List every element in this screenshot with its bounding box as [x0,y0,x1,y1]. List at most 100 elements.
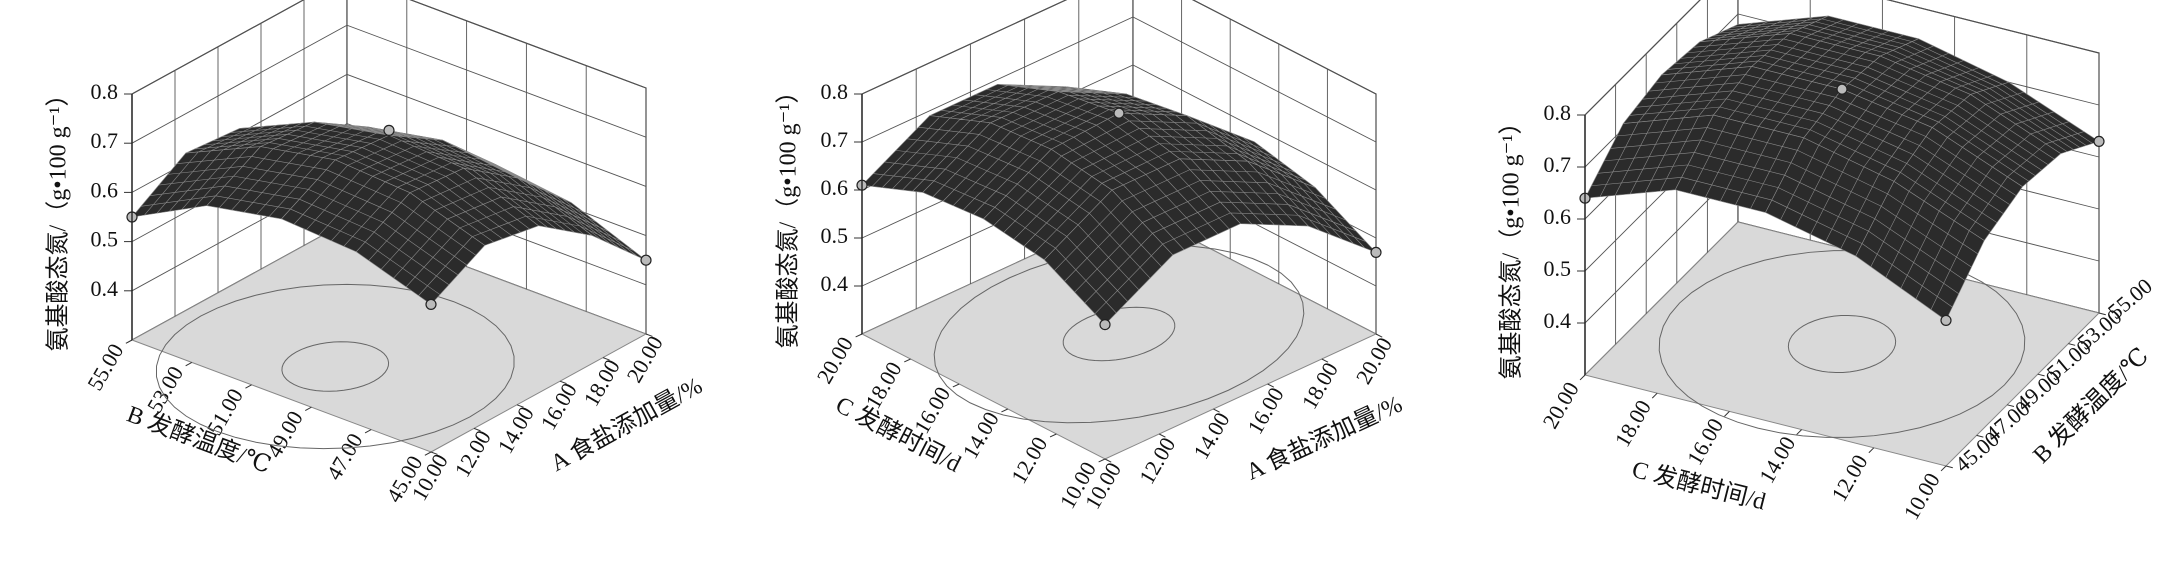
surface-patch [1765,137,1895,257]
design-point [383,124,395,136]
y-tick-label: 47.00 [321,429,367,484]
surface-patch [1855,180,1985,321]
z-tick-label: 0.8 [91,79,119,104]
contour [155,283,515,450]
surface-patch [1660,33,1791,76]
grid-line [861,16,1377,143]
y-axis-title: B 发酵温度/℃ [123,401,274,479]
z-tick-label: 0.6 [1544,204,1572,229]
z-tick-label: 0.5 [1544,256,1572,281]
tick-mark [1049,433,1057,438]
surface-patch [280,159,411,253]
tick-mark [1940,465,1947,472]
y-tick-label: 20.00 [1537,377,1583,432]
y-tick-label: 18.00 [1610,396,1656,451]
tick-mark [1104,458,1112,463]
surface-patch [1050,112,1181,191]
z-tick-label: 0.6 [91,177,119,202]
tick-mark [245,384,252,389]
surface-patch [1931,94,2062,188]
y-tick-label: 55.00 [82,339,128,394]
tick-mark [1945,465,1953,469]
tick-mark [1321,358,1329,363]
surface-patch [983,148,1113,261]
tick-mark [1158,433,1166,438]
surface-patch [922,122,1052,220]
surface-patch [131,146,262,218]
surface-patch [1789,15,1920,57]
surface-patch [409,167,540,246]
surface-patch [1179,158,1309,227]
tick-mark [1375,333,1383,338]
y-tick-label: 20.00 [812,332,858,387]
design-point [640,254,652,266]
tick-mark [2068,343,2076,346]
tick-mark [1976,434,1984,438]
z-axis-title: 氨基酸态氮/（g•100 g⁻¹） [775,80,802,349]
z-tick-label: 0.4 [91,276,119,301]
tick-mark [1098,458,1106,463]
y-tick-label: 14.00 [1754,432,1800,487]
tick-mark [430,451,438,455]
z-tick-label: 0.5 [91,227,119,252]
tick-mark [1651,392,1658,399]
surface-patch [1186,115,1316,188]
z-axis-title: 氨基酸态氮/（g•100 g⁻¹） [45,83,72,352]
tick-mark [185,361,193,367]
tick-mark [364,429,372,434]
z-tick-label: 0.4 [821,271,849,296]
surface-patch [1712,66,1843,139]
z-tick-label: 0.8 [821,79,849,104]
tick-mark [2098,312,2106,316]
surface-patch [185,121,315,154]
y-tick-label: 16.00 [1682,414,1728,469]
contour [281,341,390,392]
tick-mark [516,404,524,408]
tick-mark [1267,383,1275,388]
surface-patch [1879,38,2010,95]
z-tick-label: 0.4 [1544,308,1572,333]
design-point [1113,107,1125,119]
tick-mark [2007,404,2015,407]
tick-mark [424,451,432,456]
tick-mark [305,406,312,412]
grid-line [131,0,647,95]
y-tick-label: 12.00 [1826,450,1872,505]
surface-patch [355,192,486,305]
surface-patch [1247,160,1377,253]
surface-patch [1622,66,1753,124]
y-tick-label: 10.00 [1898,468,1944,523]
z-axis-title: 氨基酸态氮/（g•100 g⁻¹） [1498,111,1525,380]
z-tick-label: 0.7 [1544,152,1572,177]
tick-mark [602,357,610,361]
design-point [1940,314,1952,326]
grid-line [131,24,647,144]
grid-line [1584,0,2100,116]
contour [1658,250,2026,438]
surface-patch [989,91,1120,150]
contour [1787,314,1897,374]
tick-mark [904,358,911,363]
tick-mark [645,333,653,337]
surface-patch [1751,33,1881,90]
design-point [1370,246,1382,258]
design-point [425,298,437,310]
surface-patch [1043,189,1174,326]
tick-mark [1868,447,1875,454]
surface-patch [997,84,1127,95]
surface-patch [388,134,518,179]
surface-patch [1111,158,1242,256]
surface-patch [259,121,391,161]
z-tick-label: 0.7 [91,128,119,153]
z-tick-label: 0.5 [821,223,849,248]
grid-line [861,0,1377,95]
z-tick-label: 0.8 [1544,100,1572,125]
tick-mark [2037,373,2045,377]
surface-patch [442,139,572,203]
surface-patch [1699,15,1829,43]
y-tick-label: 12.00 [1006,432,1052,487]
surface-patch [861,115,992,193]
tick-mark [559,380,567,385]
